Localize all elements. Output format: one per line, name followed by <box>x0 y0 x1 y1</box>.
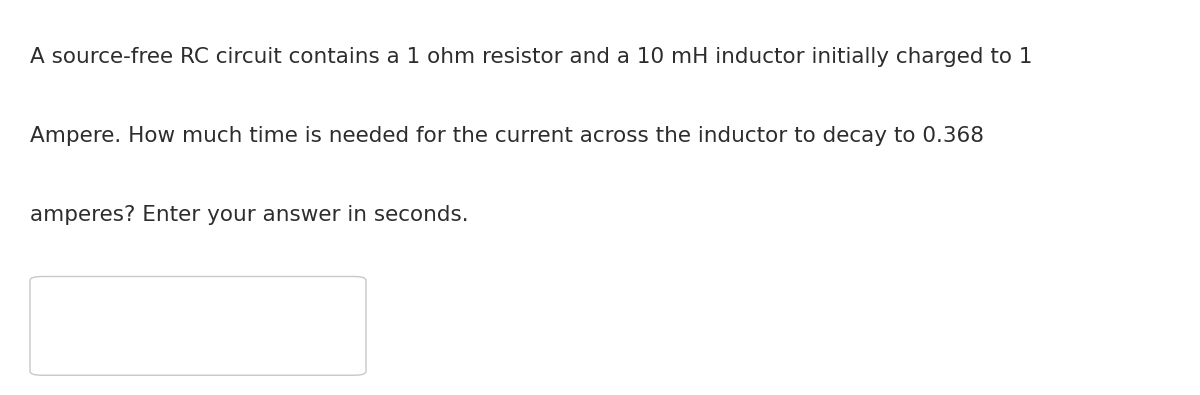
Text: amperes? Enter your answer in seconds.: amperes? Enter your answer in seconds. <box>30 205 469 226</box>
Text: A source-free RC circuit contains a 1 ohm resistor and a 10 mH inductor initiall: A source-free RC circuit contains a 1 oh… <box>30 47 1032 68</box>
Text: Ampere. How much time is needed for the current across the inductor to decay to : Ampere. How much time is needed for the … <box>30 126 984 147</box>
FancyBboxPatch shape <box>30 276 366 375</box>
